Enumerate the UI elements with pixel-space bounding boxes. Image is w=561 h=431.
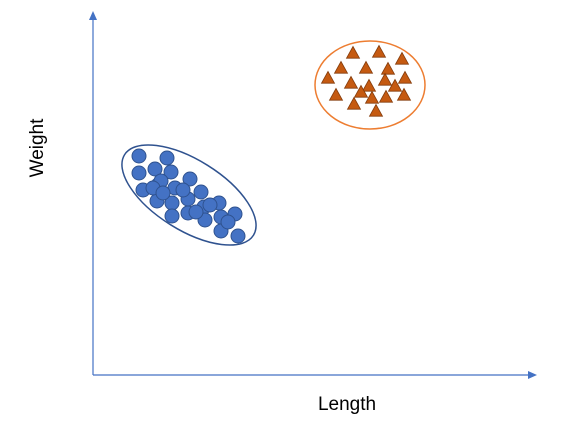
circle-point (230, 228, 246, 244)
triangle-point (377, 72, 393, 86)
circle-cluster-boundary (121, 144, 257, 246)
triangle-point (387, 78, 403, 92)
triangle-point (328, 87, 344, 101)
triangle-point (346, 96, 362, 110)
triangle-point (396, 87, 412, 101)
triangle-point (378, 89, 394, 103)
triangle-point (358, 60, 374, 74)
circle-point (202, 197, 218, 213)
axes (89, 11, 537, 379)
triangle-point (380, 61, 396, 75)
triangle-point (368, 103, 384, 117)
triangle-point (320, 70, 336, 84)
triangle-point (333, 60, 349, 74)
triangle-cluster-points (320, 44, 413, 117)
triangle-point (361, 78, 377, 92)
y-axis-label: Weight (27, 118, 48, 178)
circle-point (220, 214, 236, 230)
triangle-point (364, 90, 380, 104)
circle-point (188, 204, 204, 220)
triangle-point (371, 44, 387, 58)
circle-point (175, 182, 191, 198)
triangle-cluster-boundary (314, 40, 426, 130)
triangle-point (397, 70, 413, 84)
circle-point (159, 150, 175, 166)
circle-point (131, 148, 147, 164)
triangle-point (345, 45, 361, 59)
x-axis-arrow (528, 371, 537, 379)
y-axis-arrow (89, 11, 97, 20)
triangle-point (394, 51, 410, 65)
circle-point (193, 184, 209, 200)
circle-cluster-points (131, 148, 246, 244)
triangle-point (343, 75, 359, 89)
triangle-point (353, 84, 369, 98)
x-axis-label: Length (318, 394, 376, 415)
circle-point (131, 165, 147, 181)
circle-point (164, 208, 180, 224)
circle-point (155, 185, 171, 201)
circle-point (163, 164, 179, 180)
circle-point (147, 161, 163, 177)
circle-point (182, 171, 198, 187)
